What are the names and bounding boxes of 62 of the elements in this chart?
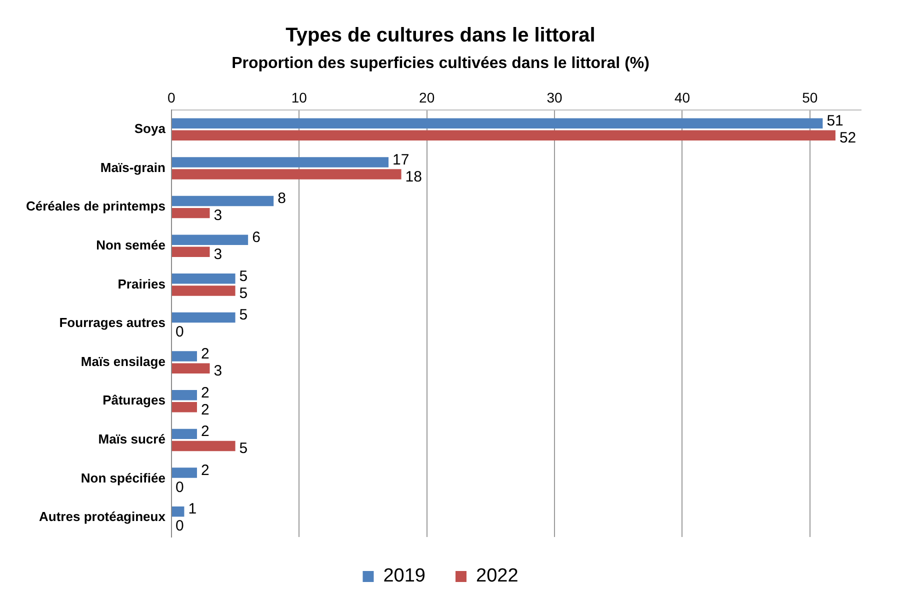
data-label: 3 — [214, 362, 222, 380]
y-tick-label: Soya — [134, 120, 166, 136]
data-label: 6 — [252, 228, 260, 246]
legend-label: 2022 — [476, 566, 518, 587]
data-label: 5 — [239, 284, 248, 302]
data-label: 0 — [175, 324, 184, 341]
data-label: 8 — [278, 190, 286, 208]
x-tick-label: 0 — [168, 89, 176, 106]
bar — [172, 286, 236, 296]
data-label: 5 — [239, 306, 248, 324]
data-label: 3 — [214, 207, 222, 224]
bar — [172, 468, 197, 478]
x-tick-label: 30 — [546, 89, 563, 106]
data-label: 2 — [200, 384, 210, 402]
data-label: 2 — [200, 462, 210, 479]
bar — [172, 506, 184, 517]
bar — [172, 402, 197, 412]
y-tick-label: Céréales de printemps — [26, 198, 166, 214]
bar — [172, 428, 197, 440]
bar — [172, 351, 197, 362]
data-label: 2 — [200, 423, 210, 440]
bar — [172, 246, 210, 257]
chart-subtitle: Proportion des superficies cultivées dans le littoral (%) — [232, 55, 650, 72]
bar — [172, 169, 402, 180]
data-label: 18 — [405, 168, 422, 186]
data-label: 5 — [239, 440, 248, 458]
x-tick-label: 20 — [419, 89, 435, 106]
bar — [172, 118, 823, 129]
y-tick-label: Maïs ensilage — [80, 354, 166, 369]
y-tick-label: Maïs-grain — [100, 160, 166, 175]
bar — [172, 208, 210, 218]
data-label: 3 — [214, 246, 222, 264]
y-tick-label: Non semée — [96, 237, 166, 252]
y-tick-label: Non spécifiée — [80, 470, 166, 486]
y-tick-label: Fourrages autres — [59, 315, 166, 330]
bar — [172, 196, 274, 206]
bar — [172, 363, 210, 374]
bar — [172, 130, 836, 141]
bar — [172, 274, 236, 284]
y-tick-label: Prairies — [118, 276, 166, 292]
legend-label: 2019 — [383, 566, 426, 587]
y-tick-label: Maïs sucré — [98, 432, 166, 447]
data-label: 17 — [392, 151, 410, 168]
bar — [172, 390, 197, 400]
data-label: 5 — [239, 268, 248, 285]
bar — [172, 440, 236, 452]
data-label: 2 — [200, 345, 210, 362]
bar — [172, 157, 389, 168]
x-tick-label: 50 — [802, 89, 818, 106]
chart-title: Types de cultures dans le littoral — [286, 24, 596, 47]
data-label: 51 — [826, 112, 844, 130]
data-label: 0 — [175, 478, 184, 496]
x-tick-label: 40 — [674, 89, 690, 106]
bar — [172, 312, 236, 323]
x-tick-label: 10 — [291, 89, 308, 106]
data-label: 52 — [839, 130, 856, 147]
data-label: 0 — [175, 518, 184, 535]
data-label: 2 — [200, 401, 210, 418]
data-label: 1 — [188, 500, 197, 518]
bar — [172, 234, 248, 245]
y-tick-label: Autres protéagineux — [39, 509, 166, 524]
y-tick-label: Pâturages — [102, 392, 166, 408]
